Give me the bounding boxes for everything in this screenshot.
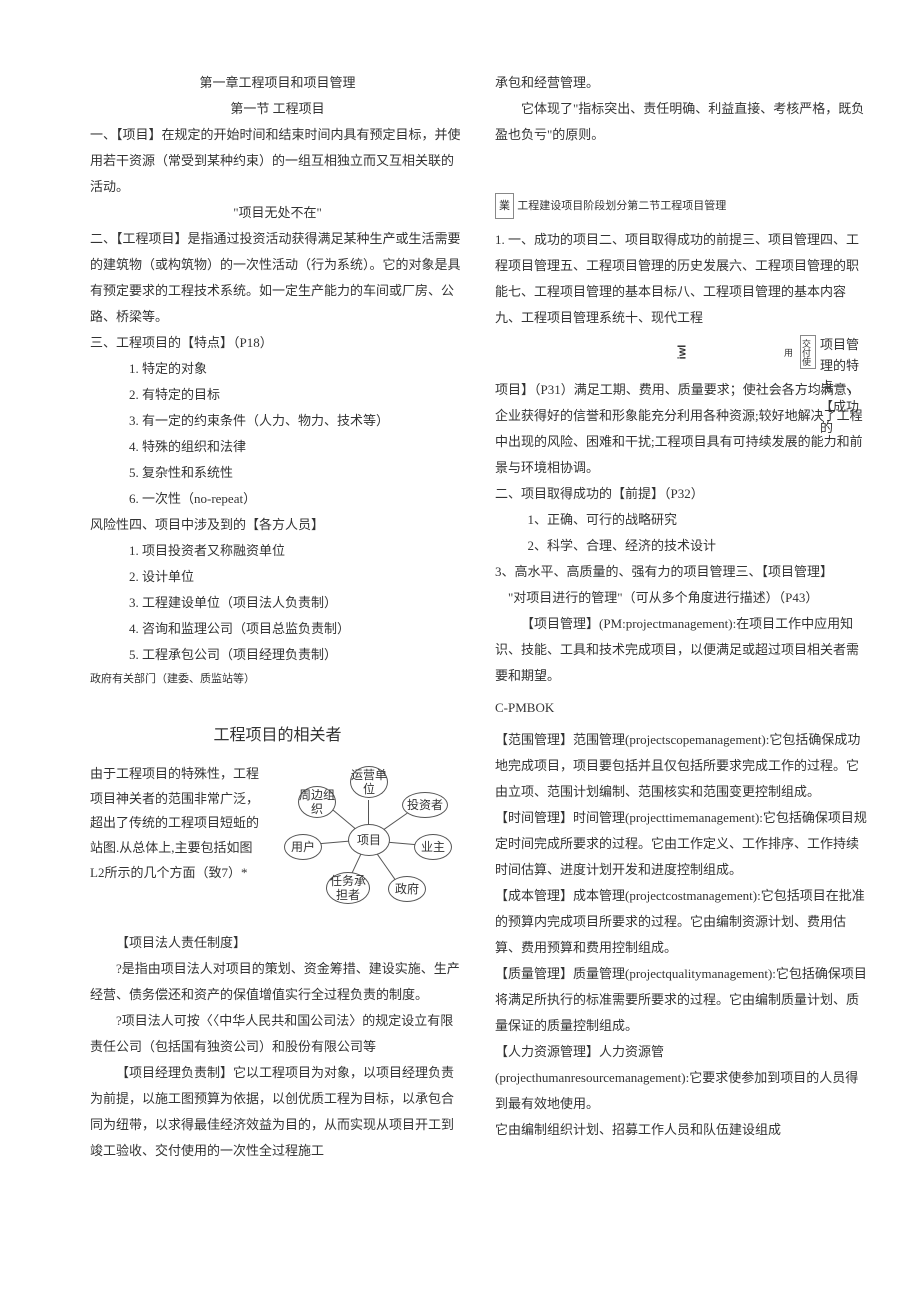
paragraph: 【范围管理】范围管理(projectscopemanagement):它包括确保… xyxy=(495,727,870,805)
footnote: 政府有关部门（建委、质监站等） xyxy=(90,668,465,690)
section-title: 第一节 工程项目 xyxy=(90,96,465,122)
paragraph: ?是指由项目法人对项目的策划、资金筹措、建设实施、生产经营、债务偿还和资产的保值… xyxy=(90,956,465,1008)
list-item: 4. 咨询和监理公司（项目总监负责制） xyxy=(90,616,465,642)
diagram-node: 运营单位 xyxy=(350,766,388,798)
paragraph: 它体现了"指标突出、责任明确、利益直接、考核严格，既负盈也负亏"的原则。 xyxy=(495,96,870,148)
list-item: 2. 有特定的目标 xyxy=(90,382,465,408)
quote: "对项目进行的管理"（可从多个角度进行描述）（P43） xyxy=(495,585,870,611)
figure-caption-line: 業 工程建设项目阶段划分第二节工程项目管理 xyxy=(495,192,870,219)
heading: 【项目法人责任制度】 xyxy=(90,930,465,956)
right-column: 承包和经营管理。 它体现了"指标突出、责任明确、利益直接、考核严格，既负盈也负亏… xyxy=(495,70,870,1164)
list-item: 2、科学、合理、经济的技术设计 xyxy=(495,533,870,559)
diagram-node: 用户 xyxy=(284,834,322,860)
diagram-node: 业主 xyxy=(414,834,452,860)
paragraph: 3、高水平、高质量的、强有力的项目管理三、【项目管理】 xyxy=(495,559,870,585)
heading: 二、项目取得成功的【前提】（P32） xyxy=(495,481,870,507)
quote: "项目无处不在" xyxy=(90,200,465,226)
paragraph: ?项目法人可按〈〈中华人民共和国公司法〉的规定设立有限责任公司（包括国有独资公司… xyxy=(90,1008,465,1060)
paragraph: 【成本管理】成本管理(projectcostmanagement):它包括项目在… xyxy=(495,883,870,961)
diagram-node-center: 项目 xyxy=(348,824,390,856)
paragraph: 【项目经理负责制】它以工程项目为对象，以项目经理负责为前提，以施工图预算为依据，… xyxy=(90,1060,465,1164)
list-item: 4. 特殊的组织和法律 xyxy=(90,434,465,460)
paragraph: 二、【工程项目】是指通过投资活动获得满足某种生产或生活需要的建筑物（或构筑物）的… xyxy=(90,226,465,330)
list-item: 5. 工程承包公司（项目经理负责制） xyxy=(90,642,465,668)
paragraph: (projecthumanresourcemanagement):它要求使参加到… xyxy=(495,1065,870,1117)
diagram-node: 任务承担者 xyxy=(326,872,370,904)
list-item: 2. 设计单位 xyxy=(90,564,465,590)
list-item: 5. 复杂性和系统性 xyxy=(90,460,465,486)
list-item: 3. 工程建设单位（项目法人负责制） xyxy=(90,590,465,616)
list-item: 1. 特定的对象 xyxy=(90,356,465,382)
stakeholder-diagram: 项目 运营单位 投资者 业主 政府 任务承担者 用户 周边组织 xyxy=(270,762,465,922)
diagram-node: 投资者 xyxy=(402,792,448,818)
list-item: 6. 一次性（no-repeat） xyxy=(90,486,465,512)
figure-icon: 業 xyxy=(495,193,514,219)
chapter-title: 第一章工程项目和项目管理 xyxy=(90,70,465,96)
paragraph: 项目】（P31）满足工期、费用、质量要求；使社会各方均满意，企业获得好的信誉和形… xyxy=(495,377,870,481)
heading: 【人力资源管理】人力资源管 xyxy=(495,1039,870,1065)
document-page: 第一章工程项目和项目管理 第一节 工程项目 一、【项目】在规定的开始时间和结束时… xyxy=(0,0,920,1214)
diagram-node: 周边组织 xyxy=(298,786,336,818)
paragraph: 它由编制组织计划、招募工作人员和队伍建设组成 xyxy=(495,1117,870,1143)
left-column: 第一章工程项目和项目管理 第一节 工程项目 一、【项目】在规定的开始时间和结束时… xyxy=(90,70,465,1164)
diagram-node: 政府 xyxy=(388,876,426,902)
paragraph: 风险性四、项目中涉及到的【各方人员】 xyxy=(90,512,465,538)
inline-figure: iwl 交付使用 项目管理的特点一、【成功的 xyxy=(495,335,870,369)
toc-line: 1. 一、成功的项目二、项目取得成功的前提三、项目管理四、工程项目管理五、工程项… xyxy=(495,227,870,331)
paragraph: 【项目管理】(PM:projectmanagement):在项目工作中应用知识、… xyxy=(495,611,870,689)
figure-box: 交付使用 xyxy=(800,335,816,369)
list-item: 1. 项目投资者又称融资单位 xyxy=(90,538,465,564)
figure-label: iwl xyxy=(671,345,693,360)
diagram-title: 工程项目的相关者 xyxy=(90,720,465,752)
list-item: 3. 有一定的约束条件（人力、物力、技术等） xyxy=(90,408,465,434)
paragraph: 【质量管理】质量管理(projectqualitymanagement):它包括… xyxy=(495,961,870,1039)
list-item: 1、正确、可行的战略研究 xyxy=(495,507,870,533)
diagram-block: 项目 运营单位 投资者 业主 政府 任务承担者 用户 周边组织 由于工程项目的特… xyxy=(90,762,465,922)
paragraph: 一、【项目】在规定的开始时间和结束时间内具有预定目标，并使用若干资源（常受到某种… xyxy=(90,122,465,200)
caption-text: 工程建设项目阶段划分第二节工程项目管理 xyxy=(517,200,726,212)
paragraph: 三、工程项目的【特点】（P18） xyxy=(90,330,465,356)
paragraph: 【时间管理】时间管理(projecttimemanagement):它包括确保项… xyxy=(495,805,870,883)
heading: C-PMBOK xyxy=(495,695,870,721)
paragraph: 承包和经营管理。 xyxy=(495,70,870,96)
toc-tail: 项目管理的特点一、【成功的 xyxy=(820,335,870,439)
